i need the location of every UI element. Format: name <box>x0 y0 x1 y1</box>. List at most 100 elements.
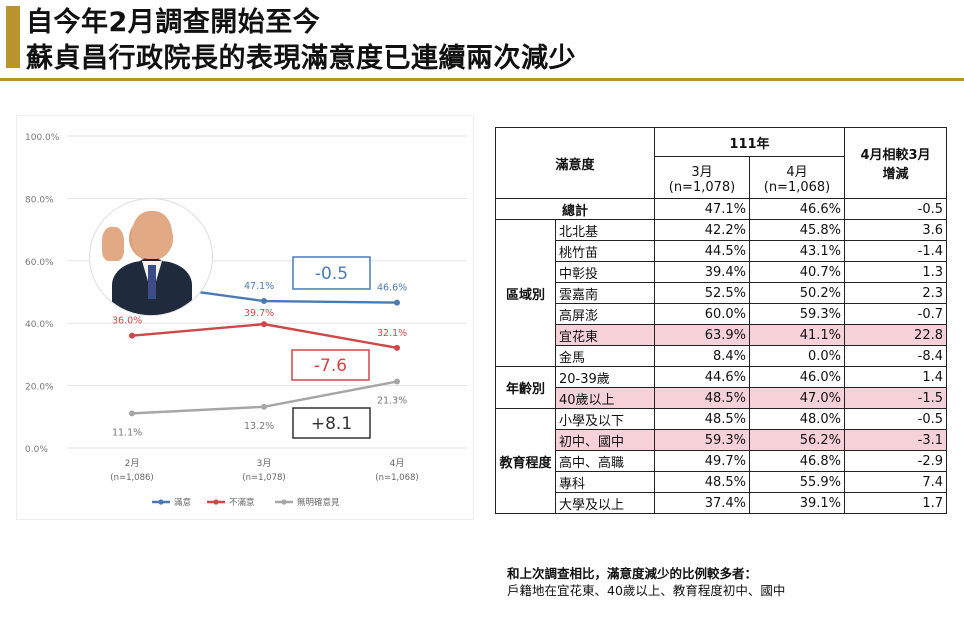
row-label: 雲嘉南 <box>555 282 655 304</box>
table-row: 40歲以上 48.5% 47.0% -1.5 <box>496 387 947 409</box>
premier-portrait-image <box>89 198 213 316</box>
cell-april: 40.7% <box>749 261 845 283</box>
x-tick-sublabel: (n=1,078) <box>242 473 285 483</box>
data-label: 36.0% <box>112 316 142 327</box>
legend-marker <box>281 499 287 505</box>
header-satisfaction: 滿意度 <box>495 127 655 199</box>
cell-diff: 2.3 <box>844 282 947 304</box>
cell-april: 0.0% <box>749 345 845 367</box>
row-label: 初中、國中 <box>555 429 655 451</box>
cell-april: 46.0% <box>749 366 845 388</box>
y-tick-label: 80.0% <box>25 195 54 205</box>
cell-diff: 22.8 <box>844 324 947 346</box>
title-divider <box>0 78 964 81</box>
cell-diff: 1.3 <box>844 261 947 283</box>
legend-label: 不滿意 <box>229 497 255 508</box>
cell-april: 56.2% <box>749 429 845 451</box>
cell-diff: -0.7 <box>844 303 947 325</box>
header-march-label: 3月 <box>691 164 713 180</box>
row-label: 中彰投 <box>555 261 655 283</box>
cell-diff: 7.4 <box>844 471 947 493</box>
cell-april: 41.1% <box>749 324 845 346</box>
cell-march: 52.5% <box>654 282 750 304</box>
table-row: 金馬 8.4% 0.0% -8.4 <box>496 345 947 367</box>
data-point <box>394 378 400 385</box>
annotation-box <box>292 407 371 439</box>
annotation-box <box>291 349 370 381</box>
header-change-line1: 4月相較3月 <box>860 148 931 163</box>
cell-april: 48.0% <box>749 408 845 430</box>
table-row-total: 總計 47.1% 46.6% -0.5 <box>495 198 947 220</box>
line-chart: 100.0% 80.0% 60.0% 40.0% 20.0% 0.0% 2月 (n=1,086… <box>25 133 467 508</box>
row-label: 金馬 <box>555 345 655 367</box>
table-row: 高屏澎 60.0% 59.3% -0.7 <box>496 303 947 325</box>
cell-march: 44.5% <box>654 240 750 262</box>
data-point <box>129 332 135 339</box>
x-tick-sublabel: (n=1,068) <box>375 473 418 483</box>
table-row: 高中、高職 49.7% 46.8% -2.9 <box>496 450 947 472</box>
cell-march: 59.3% <box>654 429 750 451</box>
table-subheader-row: 3月 (n=1,078) 4月 (n=1,068) <box>496 156 947 199</box>
footnote: 和上次調查相比，滿意度減少的比例較多者： 戶籍地在宜花東、40歲以上、教育程度初… <box>507 565 785 599</box>
cell-march: 48.5% <box>654 408 750 430</box>
group-label: 年齡別 <box>495 366 556 409</box>
cell-march: 63.9% <box>654 324 750 346</box>
data-point <box>394 344 400 351</box>
cell-april: 45.8% <box>749 219 845 241</box>
group-label: 教育程度 <box>495 408 556 514</box>
data-point <box>261 321 267 328</box>
row-label: 高屏澎 <box>555 303 655 325</box>
row-label: 專科 <box>555 471 655 493</box>
data-label: 47.1% <box>244 281 274 292</box>
header-april-label: 4月 <box>786 164 808 180</box>
data-label: 13.2% <box>244 421 274 432</box>
cell-diff: -3.1 <box>844 429 947 451</box>
table-body: 總計 47.1% 46.6% -0.5 區域別 北北基 42.2% 45.8% 3.6 桃竹苗 44… <box>495 198 947 514</box>
header-march: 3月 (n=1,078) <box>654 156 750 199</box>
footnote-line2: 戶籍地在宜花東、40歲以上、教育程度初中、國中 <box>507 583 786 598</box>
table-row: 大學及以上 37.4% 39.1% 1.7 <box>496 492 947 514</box>
legend-label: 滿意 <box>174 497 191 508</box>
footnote-line1: 和上次調查相比，滿意度減少的比例較多者： <box>507 566 758 581</box>
header-change-line2: 增減 <box>882 167 909 182</box>
row-label: 大學及以上 <box>555 492 655 514</box>
cell-march: 44.6% <box>654 366 750 388</box>
cell-april: 55.9% <box>749 471 845 493</box>
table-row: 教育程度 小學及以下 48.5% 48.0% -0.5 <box>495 408 947 514</box>
cell-diff: -8.4 <box>844 345 947 367</box>
legend-marker <box>158 499 164 505</box>
portrait-tie <box>148 265 156 299</box>
data-label: 39.7% <box>244 308 274 319</box>
y-tick-label: 40.0% <box>25 320 54 330</box>
x-tick-sublabel: (n=1,086) <box>110 473 153 483</box>
data-point <box>129 410 135 417</box>
data-label: 21.3% <box>377 396 407 407</box>
row-label: 40歲以上 <box>555 387 655 409</box>
table-row: 中彰投 39.4% 40.7% 1.3 <box>496 261 947 283</box>
table-row: 年齡別 20-39歲 44.6% 46.0% 1.4 <box>495 366 947 409</box>
table-header-row: 滿意度 111年 4月相較3月 增減 <box>495 127 947 199</box>
data-point <box>394 299 400 306</box>
table-row: 初中、國中 59.3% 56.2% -3.1 <box>496 429 947 451</box>
group-label: 區域別 <box>495 219 556 367</box>
waving-hand <box>102 227 124 261</box>
header-year: 111年 <box>654 127 845 157</box>
table-row: 區域別 北北基 42.2% 45.8% 3.6 <box>495 219 947 367</box>
cell-april: 46.8% <box>749 450 845 472</box>
header-april: 4月 (n=1,068) <box>749 156 845 199</box>
header-april-n: (n=1,068) <box>763 179 831 195</box>
row-label: 20-39歲 <box>555 366 655 388</box>
annotation-text: +8.1 <box>311 414 352 434</box>
header-change: 4月相較3月 增減 <box>844 127 947 199</box>
cell-march: 48.5% <box>654 471 750 493</box>
data-label: 32.1% <box>377 328 407 339</box>
cell-diff: 1.4 <box>844 366 947 388</box>
annotation-text: -7.6 <box>314 356 347 376</box>
y-tick-label: 20.0% <box>25 383 54 393</box>
cell-march: 47.1% <box>654 198 750 220</box>
series-line <box>131 322 398 350</box>
cell-april: 50.2% <box>749 282 845 304</box>
data-point <box>261 298 267 305</box>
cell-april: 59.3% <box>749 303 845 325</box>
table-row: 桃竹苗 44.5% 43.1% -1.4 <box>496 240 947 262</box>
